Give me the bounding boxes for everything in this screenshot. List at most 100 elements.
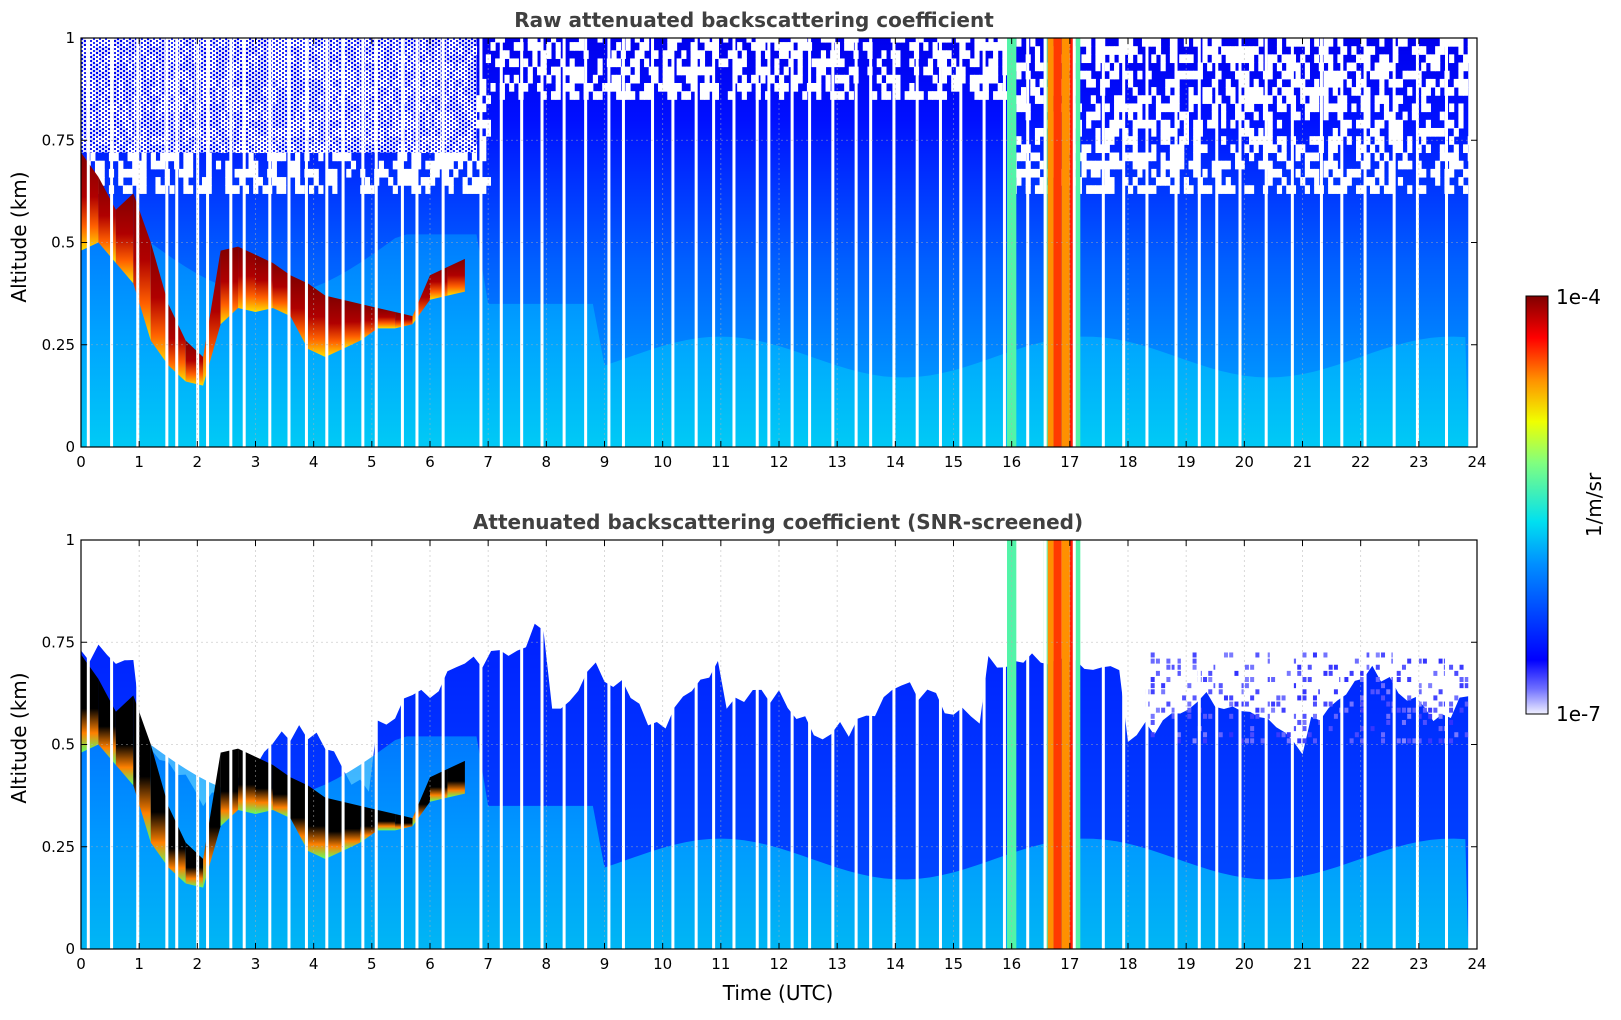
- noise-cell: [397, 152, 403, 162]
- noise-cell: [555, 74, 561, 84]
- noise-cell: [411, 177, 417, 186]
- noise-cell: [923, 66, 929, 76]
- noise-cell: [1365, 54, 1371, 64]
- noise-cell: [578, 74, 585, 84]
- speckle-cell: [1250, 726, 1255, 732]
- speckle-cell: [1328, 701, 1333, 707]
- x-tick-label: 7: [483, 955, 493, 973]
- noise-cell: [225, 160, 231, 170]
- noise-cell: [411, 185, 417, 194]
- noise-cell: [1244, 95, 1250, 104]
- noise-cell: [90, 152, 96, 162]
- noise-cell: [564, 66, 571, 76]
- noise-cell: [592, 74, 599, 84]
- noise-cell: [1128, 136, 1134, 145]
- noise-cell: [1109, 119, 1115, 129]
- noise-cell: [1188, 70, 1194, 80]
- noise-cell: [1253, 87, 1259, 96]
- noise-cell: [895, 58, 901, 68]
- speckle-cell: [1155, 707, 1160, 713]
- noise-cell: [397, 168, 403, 178]
- noise-cell: [1123, 177, 1129, 186]
- noise-cell: [1114, 127, 1120, 137]
- noise-cell: [639, 50, 645, 59]
- x-tick-label: 23: [1409, 955, 1428, 973]
- noise-cell: [113, 152, 119, 162]
- noise-cell: [1276, 168, 1283, 178]
- noise-cell: [1435, 160, 1441, 170]
- speckle-cell: [1176, 670, 1181, 676]
- noise-cell: [1304, 152, 1310, 162]
- noise-cell: [667, 66, 673, 76]
- noise-cell: [872, 91, 878, 100]
- noise-cell: [1039, 78, 1045, 88]
- noise-cell: [169, 152, 175, 162]
- noise-cell: [476, 185, 482, 194]
- noise-cell: [1435, 87, 1441, 96]
- noise-cell: [1314, 54, 1320, 64]
- noise-cell: [802, 91, 808, 100]
- noise-cell: [1151, 144, 1157, 154]
- noise-cell: [257, 177, 263, 186]
- noise-cell: [416, 185, 422, 194]
- noise-cell: [1086, 111, 1092, 121]
- noise-cell: [1449, 54, 1455, 64]
- noise-cell: [1379, 70, 1385, 80]
- noise-cell: [160, 152, 166, 162]
- noise-cell: [1439, 111, 1445, 121]
- noise-cell: [844, 74, 850, 84]
- noise-cell: [1365, 103, 1371, 113]
- noise-cell: [1304, 103, 1310, 113]
- noise-cell: [685, 66, 692, 76]
- noise-cell: [1221, 160, 1227, 170]
- noise-cell: [1151, 168, 1157, 178]
- noise-cell: [476, 103, 482, 113]
- noise-cell: [206, 152, 212, 162]
- noise-cell: [1435, 127, 1441, 137]
- noise-cell: [997, 82, 1003, 92]
- noise-cell: [1109, 185, 1115, 194]
- noise-cell: [1207, 87, 1213, 96]
- noise-cell: [1235, 54, 1241, 64]
- noise-cell: [1332, 136, 1338, 145]
- colorbar-max-label: 1e-4: [1556, 285, 1601, 309]
- data-gap: [562, 540, 566, 949]
- noise-cell: [709, 82, 715, 92]
- noise-cell: [1221, 185, 1227, 194]
- noise-cell: [1160, 54, 1166, 64]
- noise-cell: [1104, 168, 1110, 178]
- noise-cell: [1300, 87, 1306, 96]
- speckle-cell: [1302, 713, 1307, 719]
- noise-cell: [1379, 78, 1385, 88]
- noise-cell: [1309, 152, 1315, 162]
- x-tick-label: 16: [1002, 453, 1021, 471]
- speckle-cell: [1302, 652, 1307, 658]
- speckle-cell: [1344, 707, 1349, 713]
- noise-cell: [1342, 119, 1348, 129]
- speckle-cell: [1449, 719, 1454, 725]
- noise-cell: [979, 91, 985, 100]
- y-tick-label: 1: [65, 29, 75, 47]
- noise-cell: [1397, 144, 1404, 154]
- noise-cell: [299, 185, 305, 194]
- speckle-cell: [1239, 701, 1244, 707]
- y-tick-label: 0: [65, 438, 75, 456]
- noise-cell: [783, 42, 789, 51]
- noise-cell: [802, 42, 808, 51]
- noise-cell: [886, 91, 892, 100]
- noise-cell: [1365, 46, 1371, 55]
- data-gap: [1363, 540, 1367, 949]
- noise-cell: [1141, 185, 1148, 194]
- noise-cell: [1439, 78, 1445, 88]
- noise-cell: [1216, 177, 1222, 186]
- noise-cell: [1439, 144, 1445, 154]
- speckle-cell: [1407, 738, 1412, 744]
- noise-cell: [1328, 62, 1334, 72]
- noise-cell: [979, 42, 985, 51]
- speckle-cell: [1312, 713, 1317, 719]
- noise-cell: [1020, 103, 1027, 113]
- noise-cell: [1286, 54, 1292, 64]
- noise-cell: [951, 58, 957, 68]
- noise-cell: [1132, 136, 1138, 145]
- noise-cell: [253, 177, 259, 186]
